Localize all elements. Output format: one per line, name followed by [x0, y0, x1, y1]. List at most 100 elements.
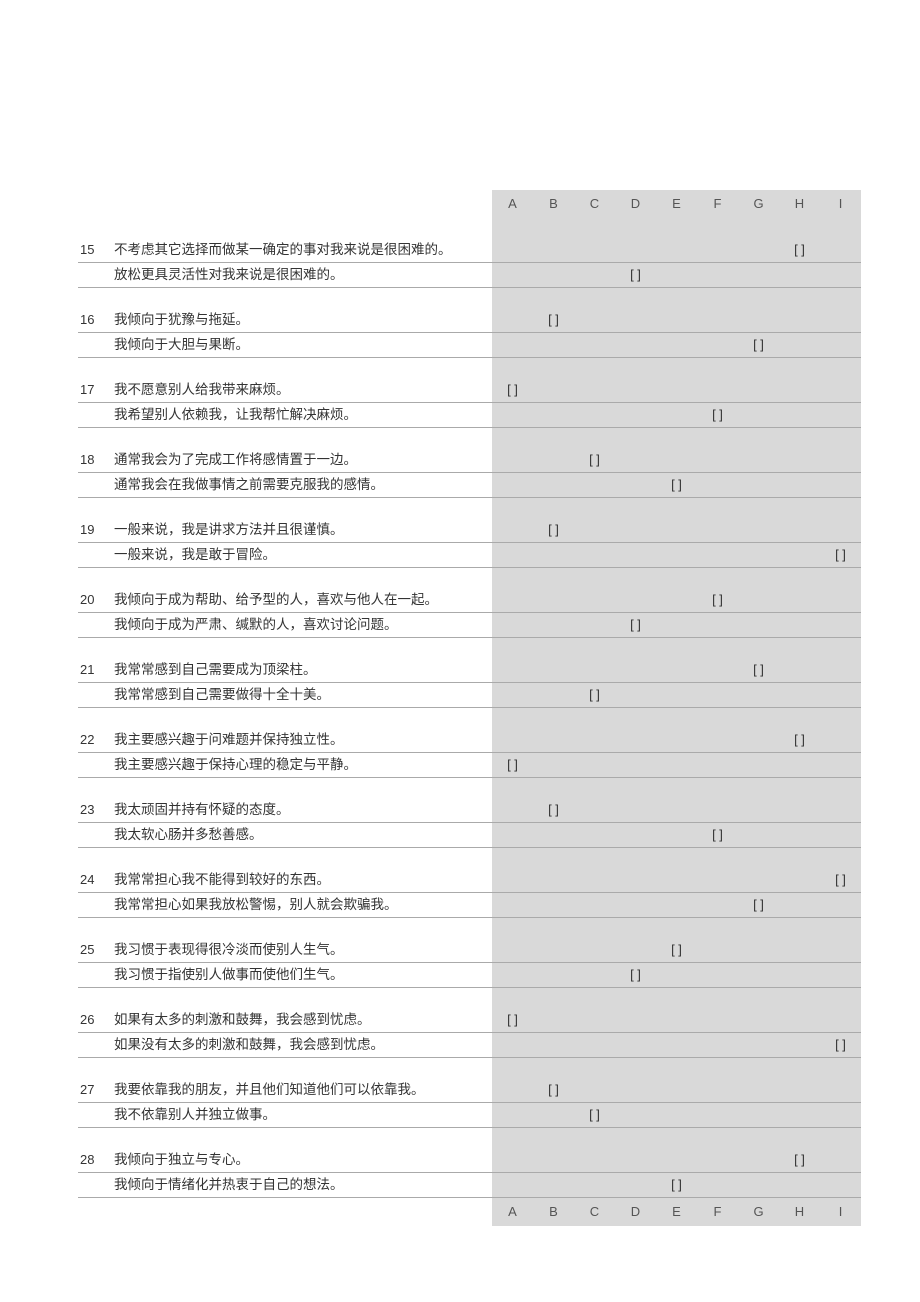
option-cell: [656, 378, 697, 403]
question-row-b: 如果没有太多的刺激和鼓舞，我会感到忧虑。[ ]: [78, 1032, 861, 1057]
option-cell[interactable]: [ ]: [492, 752, 533, 777]
option-cell[interactable]: [ ]: [738, 332, 779, 357]
question-number: 26: [78, 1008, 112, 1033]
option-cell[interactable]: [ ]: [615, 262, 656, 287]
gap-row: [78, 498, 861, 518]
option-cell: [533, 1102, 574, 1127]
option-cell: [697, 262, 738, 287]
option-cell[interactable]: [ ]: [820, 1032, 861, 1057]
question-row-a: 20我倾向于成为帮助、给予型的人，喜欢与他人在一起。[ ]: [78, 588, 861, 613]
column-header: A: [492, 190, 533, 218]
option-cell[interactable]: [ ]: [779, 728, 820, 753]
option-cell: [820, 308, 861, 333]
option-cell[interactable]: [ ]: [533, 518, 574, 543]
question-row-b: 我希望别人依赖我，让我帮忙解决麻烦。[ ]: [78, 402, 861, 427]
statement-b: 我不依靠别人并独立做事。: [112, 1102, 492, 1127]
option-cell: [779, 588, 820, 613]
option-cell[interactable]: [ ]: [697, 588, 738, 613]
statement-a: 我常常担心我不能得到较好的东西。: [112, 868, 492, 893]
option-cell: [615, 402, 656, 427]
option-cell[interactable]: [ ]: [697, 402, 738, 427]
option-cell: [820, 962, 861, 987]
option-cell: [533, 962, 574, 987]
option-cell: [615, 1102, 656, 1127]
option-cell[interactable]: [ ]: [656, 1172, 697, 1197]
option-cell: [656, 822, 697, 847]
option-cell[interactable]: [ ]: [820, 542, 861, 567]
option-cell: [820, 752, 861, 777]
option-cell: [820, 1078, 861, 1103]
gap-row: [78, 1058, 861, 1078]
question-number: 16: [78, 308, 112, 333]
option-cell: [492, 728, 533, 753]
option-cell[interactable]: [ ]: [779, 1148, 820, 1173]
option-cell: [492, 238, 533, 263]
option-cell: [738, 1032, 779, 1057]
option-cell: [738, 1102, 779, 1127]
option-cell: [697, 472, 738, 497]
option-cell: [820, 1172, 861, 1197]
option-cell: [533, 1032, 574, 1057]
option-cell: [533, 892, 574, 917]
option-cell[interactable]: [ ]: [738, 892, 779, 917]
option-cell: [656, 728, 697, 753]
option-cell: [533, 728, 574, 753]
option-cell[interactable]: [ ]: [615, 962, 656, 987]
option-cell: [656, 962, 697, 987]
question-row-b: 我主要感兴趣于保持心理的稳定与平静。[ ]: [78, 752, 861, 777]
option-cell: [533, 448, 574, 473]
option-cell[interactable]: [ ]: [820, 868, 861, 893]
question-row-b: 我习惯于指使别人做事而使他们生气。[ ]: [78, 962, 861, 987]
option-cell[interactable]: [ ]: [656, 472, 697, 497]
option-cell: [574, 1078, 615, 1103]
question-row-a: 17我不愿意别人给我带来麻烦。[ ]: [78, 378, 861, 403]
option-cell: [820, 1148, 861, 1173]
option-cell: [697, 238, 738, 263]
option-cell[interactable]: [ ]: [779, 238, 820, 263]
option-cell[interactable]: [ ]: [574, 1102, 615, 1127]
option-cell[interactable]: [ ]: [533, 308, 574, 333]
option-cell: [574, 402, 615, 427]
statement-a: 我要依靠我的朋友，并且他们知道他们可以依靠我。: [112, 1078, 492, 1103]
column-header: C: [574, 190, 615, 218]
option-cell: [492, 472, 533, 497]
option-cell: [492, 798, 533, 823]
option-cell: [697, 448, 738, 473]
question-number: 17: [78, 378, 112, 403]
statement-a: 我常常感到自己需要成为顶梁柱。: [112, 658, 492, 683]
option-cell: [656, 658, 697, 683]
option-cell[interactable]: [ ]: [697, 822, 738, 847]
option-cell: [615, 682, 656, 707]
option-cell: [533, 402, 574, 427]
option-cell: [820, 798, 861, 823]
option-cell[interactable]: [ ]: [738, 658, 779, 683]
option-cell: [574, 332, 615, 357]
question-number: 25: [78, 938, 112, 963]
option-cell: [492, 962, 533, 987]
column-header: D: [615, 1198, 656, 1226]
option-cell[interactable]: [ ]: [533, 798, 574, 823]
option-cell: [615, 448, 656, 473]
option-cell: [738, 448, 779, 473]
option-cell: [574, 892, 615, 917]
option-cell[interactable]: [ ]: [492, 1008, 533, 1033]
option-cell[interactable]: [ ]: [574, 448, 615, 473]
option-cell[interactable]: [ ]: [533, 1078, 574, 1103]
option-cell: [820, 448, 861, 473]
question-number: 19: [78, 518, 112, 543]
option-cell: [738, 728, 779, 753]
option-cell: [820, 402, 861, 427]
option-cell: [820, 378, 861, 403]
option-cell: [492, 682, 533, 707]
option-cell[interactable]: [ ]: [615, 612, 656, 637]
option-cell[interactable]: [ ]: [656, 938, 697, 963]
option-cell: [574, 868, 615, 893]
option-cell: [574, 238, 615, 263]
option-cell: [738, 798, 779, 823]
question-row-a: 15不考虑其它选择而做某一确定的事对我来说是很困难的。[ ]: [78, 238, 861, 263]
option-cell: [738, 752, 779, 777]
option-cell[interactable]: [ ]: [492, 378, 533, 403]
option-cell: [779, 1032, 820, 1057]
statement-b: 放松更具灵活性对我来说是很困难的。: [112, 262, 492, 287]
option-cell[interactable]: [ ]: [574, 682, 615, 707]
